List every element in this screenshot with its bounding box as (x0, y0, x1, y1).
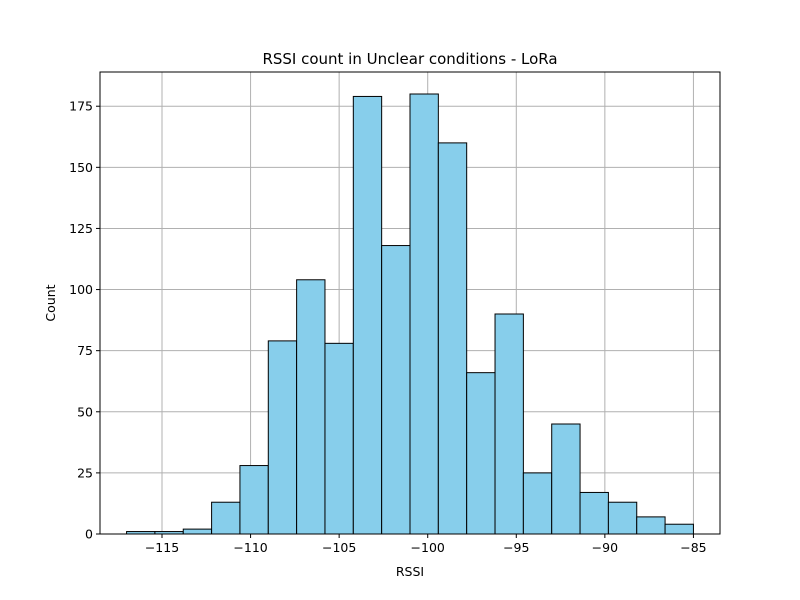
histogram-bar (551, 423, 581, 535)
y-tick-label: 125 (69, 221, 93, 236)
x-tick-label: −110 (233, 540, 267, 555)
histogram-bar (324, 342, 354, 535)
y-axis-ticks: 0 25 50 75 100 125 150 175 (69, 99, 100, 542)
histogram-bar (636, 516, 666, 535)
histogram-bar (664, 523, 694, 535)
x-tick-label: −85 (680, 540, 706, 555)
plot-frame (99, 71, 721, 535)
x-tick-label: −115 (145, 540, 179, 555)
y-tick-label: 100 (69, 282, 93, 297)
x-tick-label: −90 (592, 540, 618, 555)
y-tick-label: 25 (77, 465, 93, 480)
histogram-bar (522, 472, 553, 535)
histogram-bar (352, 95, 383, 535)
y-tick-label: 75 (77, 343, 93, 358)
histogram-bar (211, 501, 241, 535)
histogram-bar (381, 245, 411, 535)
y-tick-label: 175 (69, 99, 93, 114)
y-tick-label: 50 (77, 404, 93, 419)
y-tick-label: 150 (69, 160, 93, 175)
histogram-bar (182, 528, 213, 535)
histogram-bar (466, 372, 496, 535)
histogram-bar (607, 501, 638, 535)
x-axis-ticks: −115 −110 −105 −100 −95 −90 −85 (145, 534, 707, 555)
x-tick-label: −95 (503, 540, 529, 555)
histogram-bar (494, 313, 524, 535)
x-axis-label: RSSI (396, 564, 424, 579)
histogram-bars (126, 93, 694, 535)
histogram-bar (409, 93, 439, 535)
histogram-bar (239, 465, 269, 535)
histogram-bar (296, 279, 326, 535)
histogram-bar (267, 340, 298, 535)
histogram-bar (579, 491, 609, 535)
x-tick-label: −100 (411, 540, 445, 555)
x-tick-label: −105 (322, 540, 356, 555)
y-axis-label: Count (43, 284, 58, 321)
y-tick-label: 0 (85, 527, 93, 542)
chart-title: RSSI count in Unclear conditions - LoRa (262, 50, 557, 68)
histogram-bar (437, 142, 468, 535)
